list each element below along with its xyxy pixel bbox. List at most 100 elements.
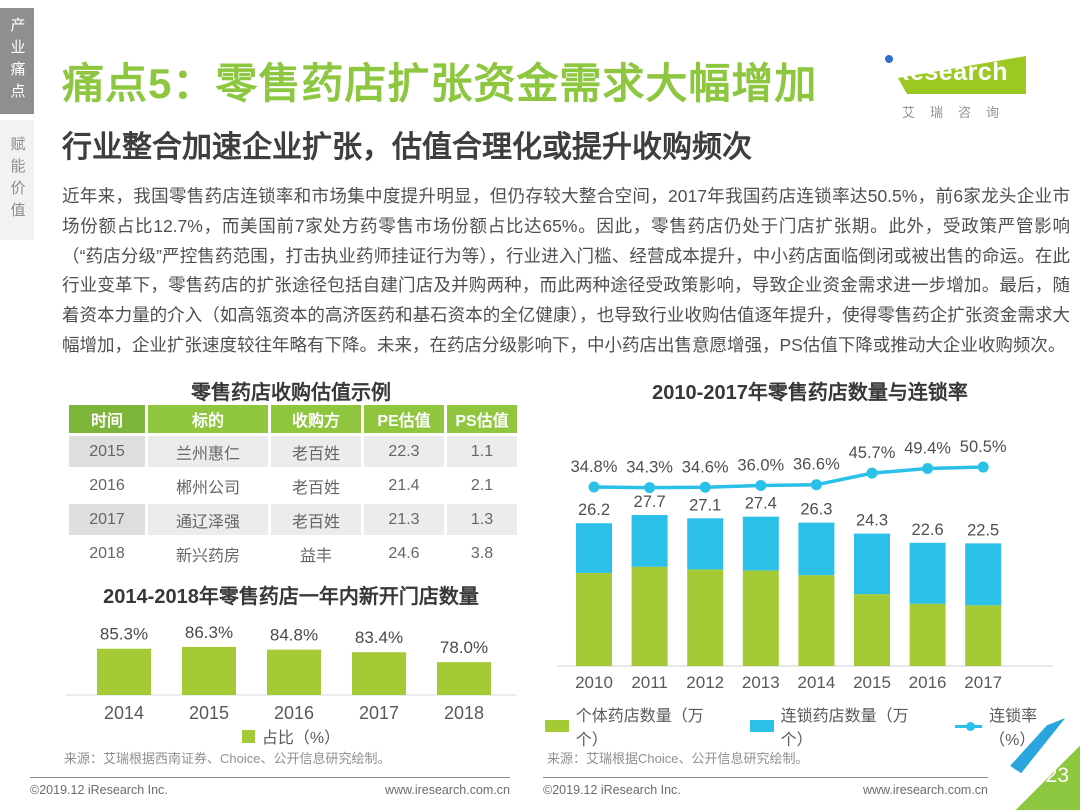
legend-swatch-square-icon xyxy=(241,729,255,743)
bar xyxy=(267,649,321,695)
legend-label: 连锁药店数量（万个） xyxy=(780,708,909,749)
chain-rate-dot xyxy=(755,479,767,491)
left-chart-title: 2014-2018年零售药店一年内新开门店数量 xyxy=(103,586,479,608)
x-tick-label: 2014 xyxy=(797,673,835,692)
rate-label: 45.7% xyxy=(849,444,896,462)
bar-individual-segment xyxy=(965,605,1002,666)
table-cell: 郴州公司 xyxy=(148,470,268,501)
table-header-cell: PE估值 xyxy=(364,405,444,433)
legend-item: 连锁药店数量（万个） xyxy=(749,702,927,750)
logo-brand-text: iResearch xyxy=(884,58,1009,86)
rate-label: 34.6% xyxy=(682,458,729,476)
bar-individual-segment xyxy=(742,570,779,666)
x-tick-label: 2010 xyxy=(575,673,613,692)
website-left: www.iresearch.com.cn xyxy=(384,783,510,797)
legend-swatch-line-icon xyxy=(954,721,983,731)
new-stores-bar-chart: 85.3% 2014 86.3% 2015 84.8% 2016 83.4% 2017 78.0… xyxy=(66,623,516,723)
table-header-cell: PS估值 xyxy=(447,405,517,433)
copyright-left: ©2019.12 iResearch Inc. xyxy=(30,783,168,797)
x-tick-label: 2012 xyxy=(686,673,724,692)
footer-right: ©2019.12 iResearch Inc. www.iresearch.co… xyxy=(543,783,988,797)
logo-i-dot-icon xyxy=(885,55,893,63)
right-column: 2010-2017年零售药店数量与连锁率 26.2 2010 27.7 2011 27.… xyxy=(545,370,1075,778)
bar-total-label: 22.6 xyxy=(912,521,944,539)
bar xyxy=(97,648,151,695)
table-row: 2017 通辽泽强 老百姓 21.3 1.3 xyxy=(69,504,517,535)
footer-divider-left xyxy=(30,777,510,778)
x-tick-label: 2015 xyxy=(189,703,229,723)
chain-rate-dot xyxy=(810,479,822,491)
bar-value-label: 83.4% xyxy=(355,628,403,647)
bar-value-label: 86.3% xyxy=(185,623,233,642)
table-cell: 21.4 xyxy=(364,470,444,501)
bar-total-label: 27.1 xyxy=(689,496,721,514)
bar-individual-segment xyxy=(854,594,890,666)
website-right: www.iresearch.com.cn xyxy=(862,783,988,797)
legend-swatch-rect-icon xyxy=(545,720,569,732)
bar-chain-segment xyxy=(854,533,890,595)
rate-label: 34.8% xyxy=(571,458,618,476)
table-cell: 22.3 xyxy=(364,436,444,467)
right-chart-title: 2010-2017年零售药店数量与连锁率 xyxy=(652,382,968,404)
legend-item: 占比（%） xyxy=(241,724,341,748)
x-tick-label: 2013 xyxy=(742,673,780,692)
bar-individual-segment xyxy=(798,575,835,666)
rate-label: 36.6% xyxy=(793,456,840,474)
left-source-note: 来源：艾瑞根据西南证券、Choice、公开信息研究绘制。 xyxy=(64,751,391,766)
bar-total-label: 27.7 xyxy=(634,493,666,511)
bar-individual-segment xyxy=(631,566,668,666)
bar-individual-segment xyxy=(687,569,724,666)
iresearch-logo: iResearch 艾瑞咨询 xyxy=(872,46,1042,126)
rate-label: 50.5% xyxy=(960,438,1007,456)
bar xyxy=(437,662,491,695)
chain-rate-dot xyxy=(922,462,934,474)
logo-caption: 艾瑞咨询 xyxy=(902,105,1015,120)
valuation-table: 时间 标的 收购方 PE估值 PS估值 2015 兰州惠仁 老百姓 22.3 1.1 2016 郴州公… xyxy=(66,402,520,572)
right-chart-legend: 个体药店数量（万个） 连锁药店数量（万个） 连锁率（%） xyxy=(545,702,1075,750)
table-header-cell: 时间 xyxy=(69,405,145,433)
table-cell: 老百姓 xyxy=(271,470,361,501)
table-row: 2018 新兴药房 益丰 24.6 3.8 xyxy=(69,538,517,569)
x-tick-label: 2011 xyxy=(631,673,668,692)
corner-decoration: 23 xyxy=(988,718,1080,810)
legend-label: 个体药店数量（万个） xyxy=(575,708,704,749)
page-title: 痛点5：零售药店扩张资金需求大幅增加 xyxy=(62,60,818,107)
bar-value-label: 84.8% xyxy=(270,626,318,645)
table-header-cell: 标的 xyxy=(148,405,268,433)
body-paragraph: 近年来，我国零售药店连锁率和市场集中度提升明显，但仍存较大整合空间，2017年我… xyxy=(62,186,1070,355)
rate-label: 36.0% xyxy=(737,456,784,474)
footer-divider-right xyxy=(543,777,988,778)
bar-individual-segment xyxy=(909,603,946,666)
table-row: 2015 兰州惠仁 老百姓 22.3 1.1 xyxy=(69,436,517,467)
bar-chain-segment xyxy=(687,518,724,570)
bar-total-label: 27.4 xyxy=(745,495,777,513)
sidebar-tab-enabling-value[interactable]: 赋能价值 xyxy=(0,120,34,240)
chain-rate-line xyxy=(593,465,984,490)
chain-rate-dot xyxy=(644,482,656,494)
table-cell: 老百姓 xyxy=(271,504,361,535)
x-tick-label: 2017 xyxy=(964,673,1002,692)
store-count-chain-rate-chart: 26.2 2010 27.7 2011 27.1 2012 27.4 2013 26.3 2014… xyxy=(557,438,1053,692)
sidebar-tab-industry-painpoints[interactable]: 产业痛点 xyxy=(0,8,34,114)
x-tick-label: 2016 xyxy=(274,703,314,723)
bar-value-label: 85.3% xyxy=(100,625,148,644)
bar-chain-segment xyxy=(742,516,779,571)
rate-label: 34.3% xyxy=(626,459,673,477)
x-tick-label: 2015 xyxy=(853,673,891,692)
page-number: 23 xyxy=(1045,764,1069,787)
legend-line-dot-icon xyxy=(965,721,975,731)
table-cell: 兰州惠仁 xyxy=(148,436,268,467)
x-tick-label: 2017 xyxy=(359,703,399,723)
table-row: 2016 郴州公司 老百姓 21.4 2.1 xyxy=(69,470,517,501)
table-cell: 1.3 xyxy=(447,504,517,535)
chain-rate-dot xyxy=(588,481,600,493)
footer-left: ©2019.12 iResearch Inc. www.iresearch.co… xyxy=(30,783,510,797)
bar-chain-segment xyxy=(798,522,835,576)
left-chart-legend: 占比（%） xyxy=(62,724,520,748)
bar-total-label: 26.2 xyxy=(578,501,610,519)
legend-label: 占比（%） xyxy=(261,730,341,747)
table-cell: 21.3 xyxy=(364,504,444,535)
table-cell: 2016 xyxy=(69,470,145,501)
table-header-row: 时间 标的 收购方 PE估值 PS估值 xyxy=(69,405,517,433)
